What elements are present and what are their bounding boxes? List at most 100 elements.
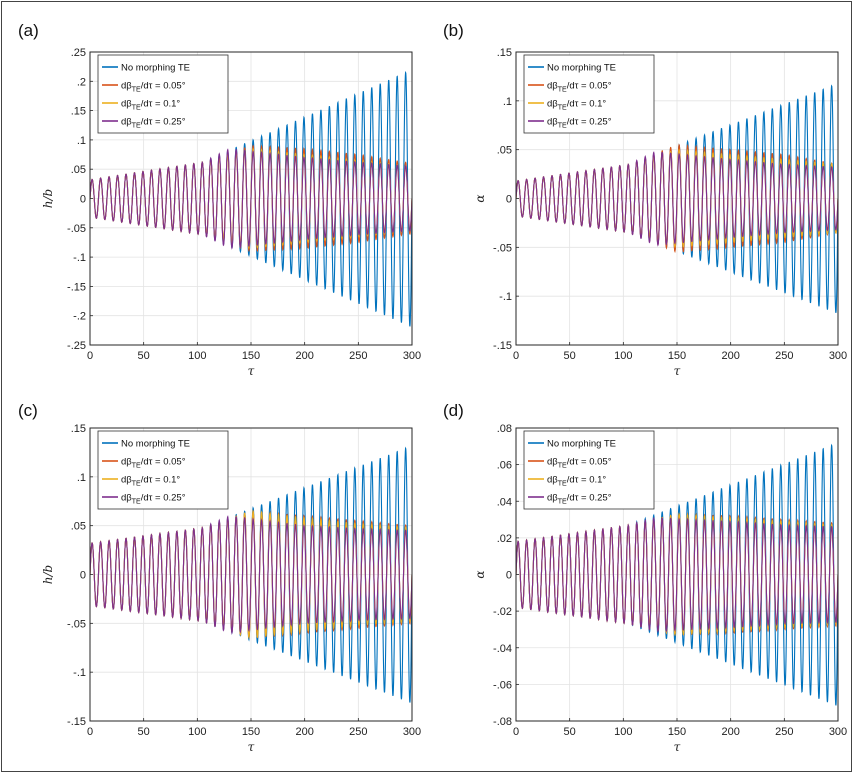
- series-line-3: [516, 516, 838, 634]
- chart-panel-a: (a) 0 50 100 150 200 250 300 -.25 -.2 -.15 -.1 -.05 0…: [18, 21, 421, 378]
- y-tick-label: -.05: [67, 223, 86, 235]
- series-line-3: [516, 151, 838, 247]
- y-tick-label: .02: [497, 533, 512, 545]
- x-tick-label: 300: [403, 726, 421, 738]
- legend-label-2: dβTE/dτ = 0.1°: [121, 99, 180, 112]
- legend: No morphing TE dβTE/dτ = 0.05° dβTE/dτ = 0…: [523, 54, 655, 134]
- x-tick-label: 100: [188, 726, 206, 738]
- y-tick-label: .15: [71, 423, 86, 435]
- x-axis-label: τ: [674, 364, 681, 378]
- x-tick-label: 300: [403, 350, 421, 362]
- legend-label-1: dβTE/dτ = 0.05°: [121, 457, 186, 470]
- chart-panel-b: (b) 0 50 100 150 200 250 300 -.15 -.1 -.05 0 .05 .1 .1…: [443, 21, 847, 378]
- legend: No morphing TE dβTE/dτ = 0.05° dβTE/dτ = 0…: [97, 430, 229, 510]
- x-tick-label: 200: [721, 350, 739, 362]
- x-tick-label: 50: [138, 350, 150, 362]
- y-tick-label: -.08: [493, 716, 512, 728]
- x-tick-label: 300: [829, 350, 847, 362]
- y-axis-label: h/b: [41, 565, 55, 584]
- chart-panel-c: (c) 0 50 100 150 200 250 300 -.15 -.1 -.05 0 .05 .1 .1…: [18, 401, 421, 754]
- x-tick-label: 300: [829, 726, 847, 738]
- y-tick-label: .08: [497, 423, 512, 435]
- legend-label-0: No morphing TE: [121, 63, 190, 74]
- legend: No morphing TE dβTE/dτ = 0.05° dβTE/dτ = 0…: [97, 54, 229, 134]
- x-tick-label: 250: [775, 726, 793, 738]
- y-tick-label: -.15: [67, 281, 86, 293]
- x-tick-label: 100: [614, 726, 632, 738]
- legend-label-1: dβTE/dτ = 0.05°: [121, 81, 186, 94]
- x-tick-label: 50: [564, 350, 576, 362]
- y-tick-label: .25: [71, 47, 86, 59]
- y-tick-label: .05: [71, 164, 86, 176]
- y-tick-label: .2: [77, 76, 86, 88]
- y-tick-label: .06: [497, 460, 512, 472]
- y-tick-label: .1: [77, 472, 86, 484]
- y-tick-label: -.06: [493, 679, 512, 691]
- y-tick-label: -.05: [493, 242, 512, 254]
- legend-label-2: dβTE/dτ = 0.1°: [121, 475, 180, 488]
- y-tick-label: -.1: [73, 667, 86, 679]
- legend-box: [97, 430, 229, 510]
- y-tick-label: -.1: [73, 252, 86, 264]
- y-tick-label: 0: [80, 570, 86, 582]
- y-tick-label: -.1: [499, 291, 512, 303]
- legend-box: [97, 54, 229, 134]
- y-tick-label: 0: [80, 194, 86, 206]
- legend-label-2: dβTE/dτ = 0.1°: [547, 99, 606, 112]
- x-tick-label: 150: [668, 726, 686, 738]
- x-tick-label: 250: [349, 726, 367, 738]
- legend-label-0: No morphing TE: [547, 439, 616, 450]
- x-tick-label: 0: [87, 726, 93, 738]
- legend-label-1: dβTE/dτ = 0.05°: [547, 457, 612, 470]
- y-tick-label: -.05: [67, 618, 86, 630]
- y-tick-label: .15: [71, 106, 86, 118]
- legend-label-1: dβTE/dτ = 0.05°: [547, 81, 612, 94]
- x-tick-label: 50: [138, 726, 150, 738]
- x-tick-label: 250: [775, 350, 793, 362]
- y-tick-label: -.15: [67, 716, 86, 728]
- x-tick-label: 100: [188, 350, 206, 362]
- legend-box: [523, 54, 655, 134]
- y-tick-label: -.15: [493, 340, 512, 352]
- series-line-3: [90, 148, 412, 250]
- panel-label: (c): [18, 401, 38, 420]
- panel-label: (d): [443, 401, 464, 420]
- chart-panel-d: (d) 0 50 100 150 200 250 300 -.08 -.06 -.04 -.02 0 .0…: [443, 401, 847, 754]
- y-axis-label: α: [473, 194, 487, 202]
- x-tick-label: 250: [349, 350, 367, 362]
- y-tick-label: -.25: [67, 340, 86, 352]
- y-tick-label: .04: [497, 496, 512, 508]
- x-axis-label: τ: [674, 740, 681, 754]
- legend: No morphing TE dβTE/dτ = 0.05° dβTE/dτ = 0…: [523, 430, 655, 510]
- x-tick-label: 0: [87, 350, 93, 362]
- x-tick-label: 200: [721, 726, 739, 738]
- legend-label-3: dβTE/dτ = 0.25°: [547, 117, 612, 130]
- y-axis-label: α: [473, 570, 487, 578]
- panel-label: (a): [18, 21, 39, 40]
- x-tick-label: 150: [668, 350, 686, 362]
- y-tick-label: 0: [506, 194, 512, 206]
- y-tick-label: -.2: [73, 311, 86, 323]
- y-tick-label: -.04: [493, 643, 512, 655]
- y-tick-label: .1: [503, 96, 512, 108]
- x-tick-label: 0: [513, 350, 519, 362]
- panel-label: (b): [443, 21, 464, 40]
- y-tick-label: .05: [497, 145, 512, 157]
- legend-label-3: dβTE/dτ = 0.25°: [547, 493, 612, 506]
- legend-label-3: dβTE/dτ = 0.25°: [121, 117, 186, 130]
- y-tick-label: 0: [506, 570, 512, 582]
- x-tick-label: 50: [564, 726, 576, 738]
- x-tick-label: 150: [242, 350, 260, 362]
- legend-label-0: No morphing TE: [121, 439, 190, 450]
- x-axis-label: τ: [248, 740, 255, 754]
- y-tick-label: .05: [71, 521, 86, 533]
- series-line-3: [90, 515, 412, 635]
- y-tick-label: .1: [77, 135, 86, 147]
- legend-label-2: dβTE/dτ = 0.1°: [547, 475, 606, 488]
- y-tick-label: .15: [497, 47, 512, 59]
- legend-label-0: No morphing TE: [547, 63, 616, 74]
- x-tick-label: 200: [295, 726, 313, 738]
- x-tick-label: 150: [242, 726, 260, 738]
